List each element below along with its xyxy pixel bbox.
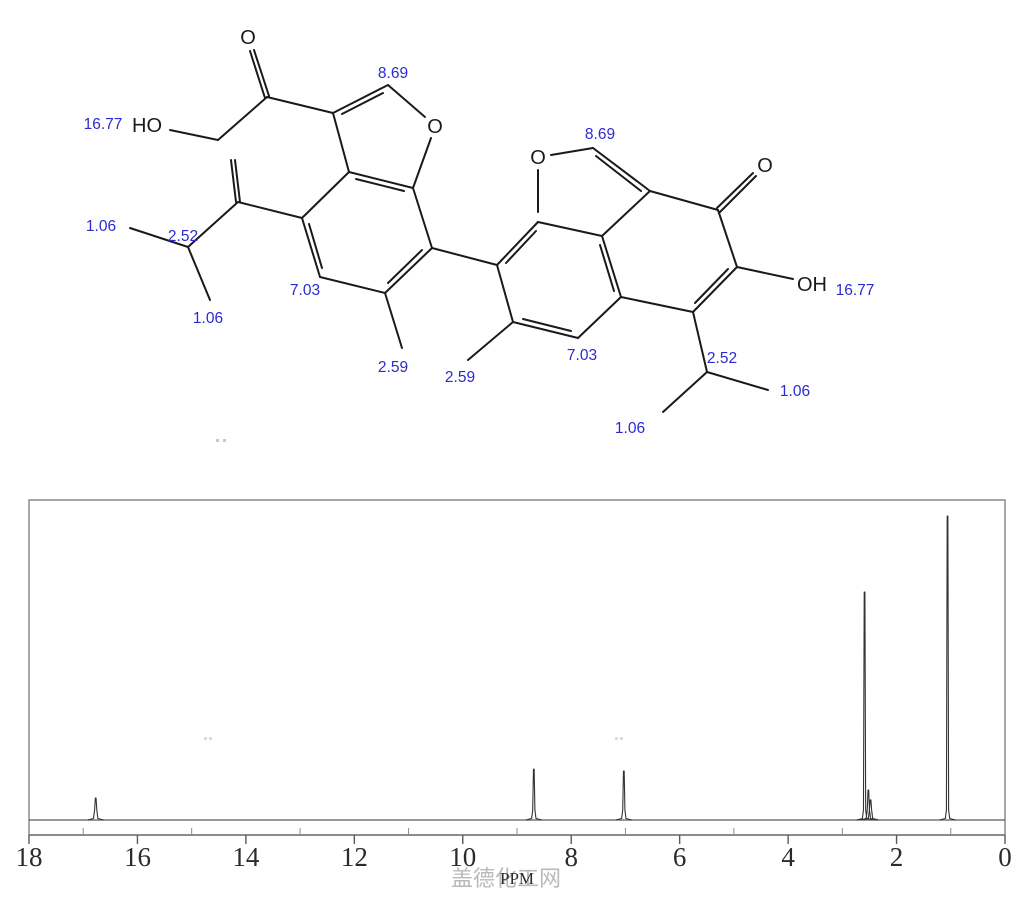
axis-tick-label: 16 bbox=[124, 842, 151, 872]
nmr-peak bbox=[615, 770, 632, 821]
spectrum-artifact-dots bbox=[204, 737, 623, 740]
atom-label: O bbox=[530, 147, 546, 169]
spectrum-trace bbox=[87, 515, 956, 821]
axis-tick-label: 6 bbox=[673, 842, 687, 872]
artifact-dots bbox=[216, 439, 226, 442]
axis-tick-label: 14 bbox=[232, 842, 260, 872]
nmr-peak bbox=[87, 797, 104, 821]
bond-lines bbox=[129, 49, 794, 413]
nmr-peak bbox=[862, 799, 879, 821]
axis-tick-label: 4 bbox=[781, 842, 795, 872]
chemical-shift-label: 1.06 bbox=[780, 383, 810, 400]
axis-tick-label: 8 bbox=[564, 842, 578, 872]
chemical-shift-label: 16.77 bbox=[836, 282, 875, 299]
nmr-spectrum: 18 16 14 12 10 8 6 4 2 0 盖德化工网 PPM bbox=[16, 499, 1012, 892]
nmr-peak bbox=[860, 789, 877, 821]
chemical-shift-label: 7.03 bbox=[290, 282, 320, 299]
axis-tick-label: 18 bbox=[16, 842, 43, 872]
spectrum-frame bbox=[28, 499, 1006, 836]
axis-tick-label: 2 bbox=[890, 842, 904, 872]
axis-tick-label: 0 bbox=[998, 842, 1012, 872]
atom-label: OH bbox=[797, 274, 827, 296]
axis-tick-label: 12 bbox=[341, 842, 368, 872]
chemical-shift-label: 7.03 bbox=[567, 347, 597, 364]
chemical-shift-label: 1.06 bbox=[86, 218, 116, 235]
nmr-peak bbox=[525, 768, 542, 821]
atom-label: O bbox=[240, 27, 256, 49]
axis-ticks bbox=[28, 828, 1006, 844]
axis-tick-label: 10 bbox=[449, 842, 476, 872]
axis-tick-labels: 18 16 14 12 10 8 6 4 2 0 bbox=[16, 842, 1012, 872]
chemical-shift-label: 8.69 bbox=[585, 126, 615, 143]
nmr-peak bbox=[856, 591, 873, 821]
chemical-shift-label: 16.77 bbox=[84, 116, 123, 133]
molecule-labels: 16.77 HO O 8.69 O 1.06 2.52 1.06 7.03 2.59 2.59 8.6… bbox=[84, 27, 875, 437]
chemical-shift-label: 8.69 bbox=[378, 65, 408, 82]
atom-label: O bbox=[757, 155, 773, 177]
chemical-shift-label: 2.52 bbox=[707, 350, 737, 367]
atom-label: O bbox=[427, 116, 443, 138]
chemical-shift-label: 2.59 bbox=[378, 359, 408, 376]
watermark-text: 盖德化工网 bbox=[451, 867, 561, 892]
nmr-peak bbox=[939, 515, 956, 821]
chemical-shift-label: 1.06 bbox=[193, 310, 223, 327]
molecule-structure: 16.77 HO O 8.69 O 1.06 2.52 1.06 7.03 2.59 2.59 8.6… bbox=[84, 27, 875, 442]
chemical-shift-label: 1.06 bbox=[615, 420, 645, 437]
atom-label: HO bbox=[132, 115, 162, 137]
chemical-shift-label: 2.52 bbox=[168, 228, 198, 245]
x-axis-title: PPM bbox=[500, 869, 534, 888]
chemical-shift-label: 2.59 bbox=[445, 369, 475, 386]
